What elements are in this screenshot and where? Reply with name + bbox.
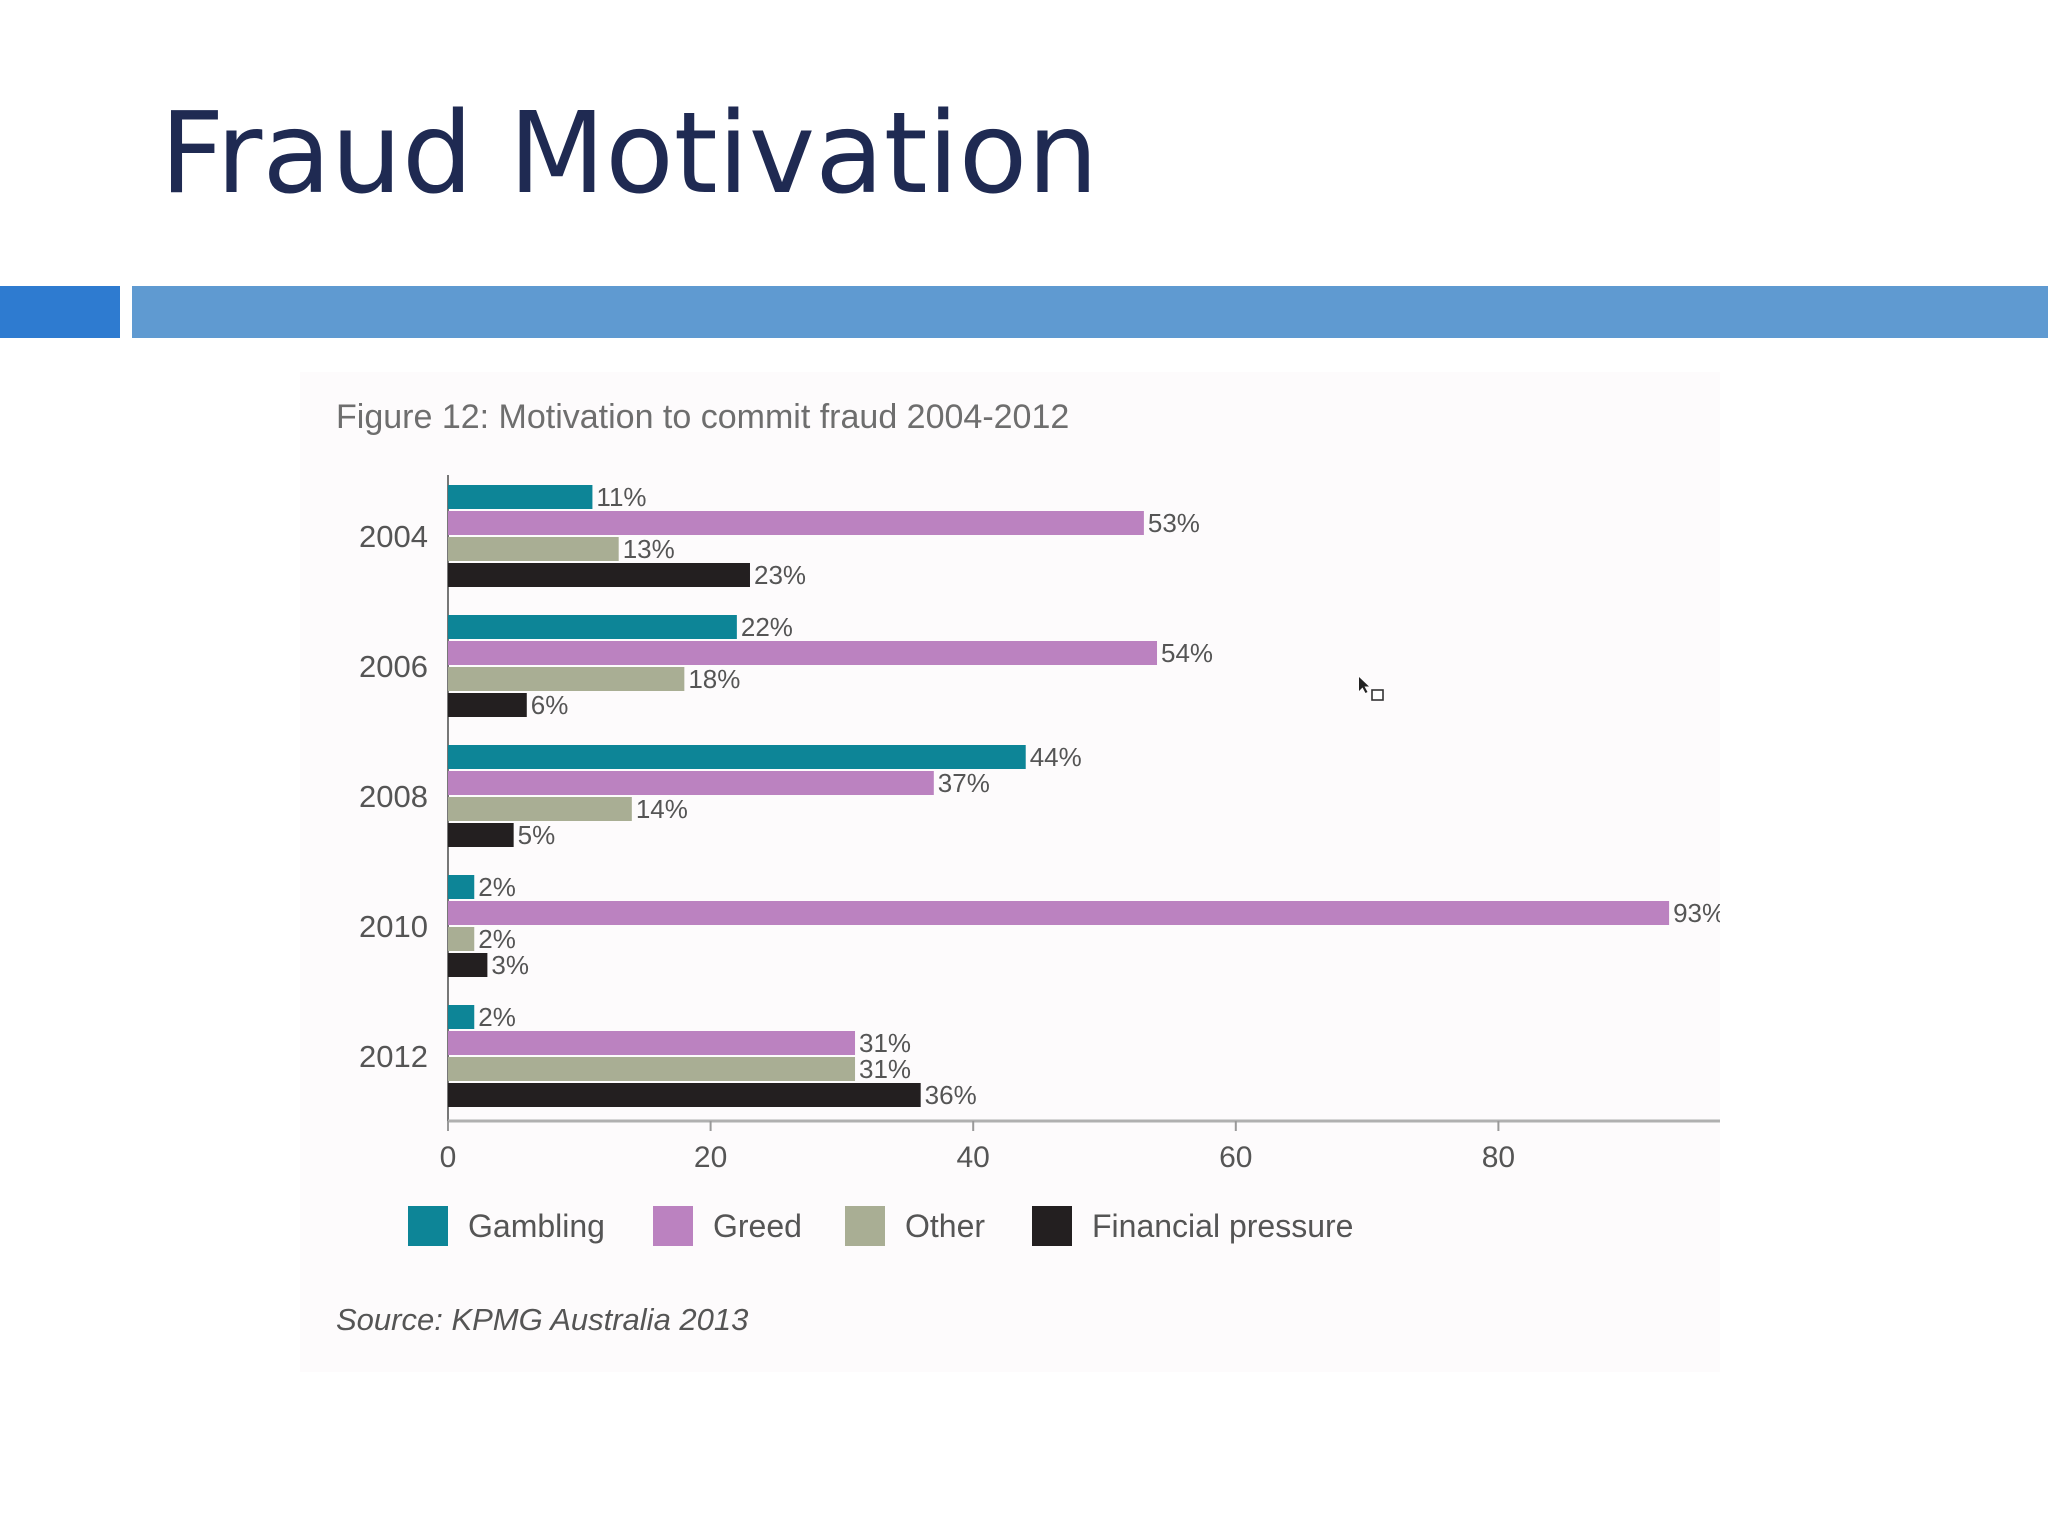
- bar-value-label: 18%: [688, 664, 740, 694]
- bar-gambling-2008: [448, 745, 1026, 769]
- category-label-2008: 2008: [359, 779, 428, 814]
- category-label-2012: 2012: [359, 1039, 428, 1074]
- bar-value-label: 53%: [1148, 508, 1200, 538]
- bar-value-label: 36%: [925, 1080, 977, 1110]
- legend-swatch-other: [845, 1206, 885, 1246]
- bar-chart: Figure 12: Motivation to commit fraud 20…: [336, 398, 1720, 1337]
- bar-other-2004: [448, 537, 619, 561]
- bar-value-label: 6%: [531, 690, 569, 720]
- title-accent-bar: [132, 286, 2048, 338]
- bar-other-2006: [448, 667, 685, 691]
- bar-gambling-2006: [448, 615, 737, 639]
- x-tick-label: 20: [694, 1141, 727, 1174]
- bar-financial-pressure-2006: [448, 693, 527, 717]
- chart-source-note: Source: KPMG Australia 2013: [336, 1302, 748, 1337]
- bar-financial-pressure-2008: [448, 823, 514, 847]
- x-tick-label: 40: [957, 1141, 990, 1174]
- bar-value-label: 11%: [596, 482, 646, 512]
- x-tick-label: 60: [1219, 1141, 1252, 1174]
- bar-value-label: 13%: [623, 534, 675, 564]
- bar-value-label: 54%: [1161, 638, 1213, 668]
- legend-label-other: Other: [905, 1208, 985, 1244]
- bar-value-label: 23%: [754, 560, 806, 590]
- bar-value-label: 37%: [938, 768, 990, 798]
- chart-figure: Figure 12: Motivation to commit fraud 20…: [300, 372, 1720, 1372]
- title-accent-block: [0, 286, 120, 338]
- bar-value-label: 2%: [478, 1002, 516, 1032]
- bar-value-label: 44%: [1030, 742, 1082, 772]
- bar-financial-pressure-2012: [448, 1083, 921, 1107]
- bar-gambling-2004: [448, 485, 593, 509]
- bar-greed-2008: [448, 771, 934, 795]
- bar-other-2008: [448, 797, 632, 821]
- legend-label-gambling: Gambling: [468, 1208, 605, 1244]
- legend-label-greed: Greed: [713, 1208, 802, 1244]
- bar-value-label: 2%: [478, 872, 516, 902]
- category-label-2006: 2006: [359, 649, 428, 684]
- mouse-cursor-icon: [1358, 676, 1386, 711]
- bar-financial-pressure-2004: [448, 563, 750, 587]
- legend-label-financial-pressure: Financial pressure: [1092, 1208, 1353, 1244]
- bar-greed-2006: [448, 641, 1158, 665]
- bar-other-2010: [448, 927, 475, 951]
- category-label-2010: 2010: [359, 909, 428, 944]
- bar-value-label: 93%: [1673, 898, 1720, 928]
- category-label-2004: 2004: [359, 519, 428, 554]
- x-tick-label: 80: [1482, 1141, 1515, 1174]
- bar-other-2012: [448, 1057, 856, 1081]
- chart-title: Figure 12: Motivation to commit fraud 20…: [336, 398, 1069, 436]
- legend-swatch-gambling: [408, 1206, 448, 1246]
- bar-value-label: 14%: [636, 794, 688, 824]
- bar-gambling-2012: [448, 1005, 475, 1029]
- bar-greed-2004: [448, 511, 1144, 535]
- legend-swatch-greed: [653, 1206, 693, 1246]
- bar-value-label: 3%: [491, 950, 529, 980]
- bar-value-label: 22%: [741, 612, 793, 642]
- slide-title: Fraud Motivation: [160, 89, 1099, 219]
- bar-greed-2010: [448, 901, 1670, 925]
- bar-value-label: 2%: [478, 924, 516, 954]
- legend-swatch-financial-pressure: [1032, 1206, 1072, 1246]
- x-tick-label: 0: [440, 1141, 457, 1174]
- bar-value-label: 5%: [518, 820, 556, 850]
- bar-value-label: 31%: [859, 1054, 911, 1084]
- bar-greed-2012: [448, 1031, 856, 1055]
- bar-value-label: 31%: [859, 1028, 911, 1058]
- bar-gambling-2010: [448, 875, 475, 899]
- bar-financial-pressure-2010: [448, 953, 488, 977]
